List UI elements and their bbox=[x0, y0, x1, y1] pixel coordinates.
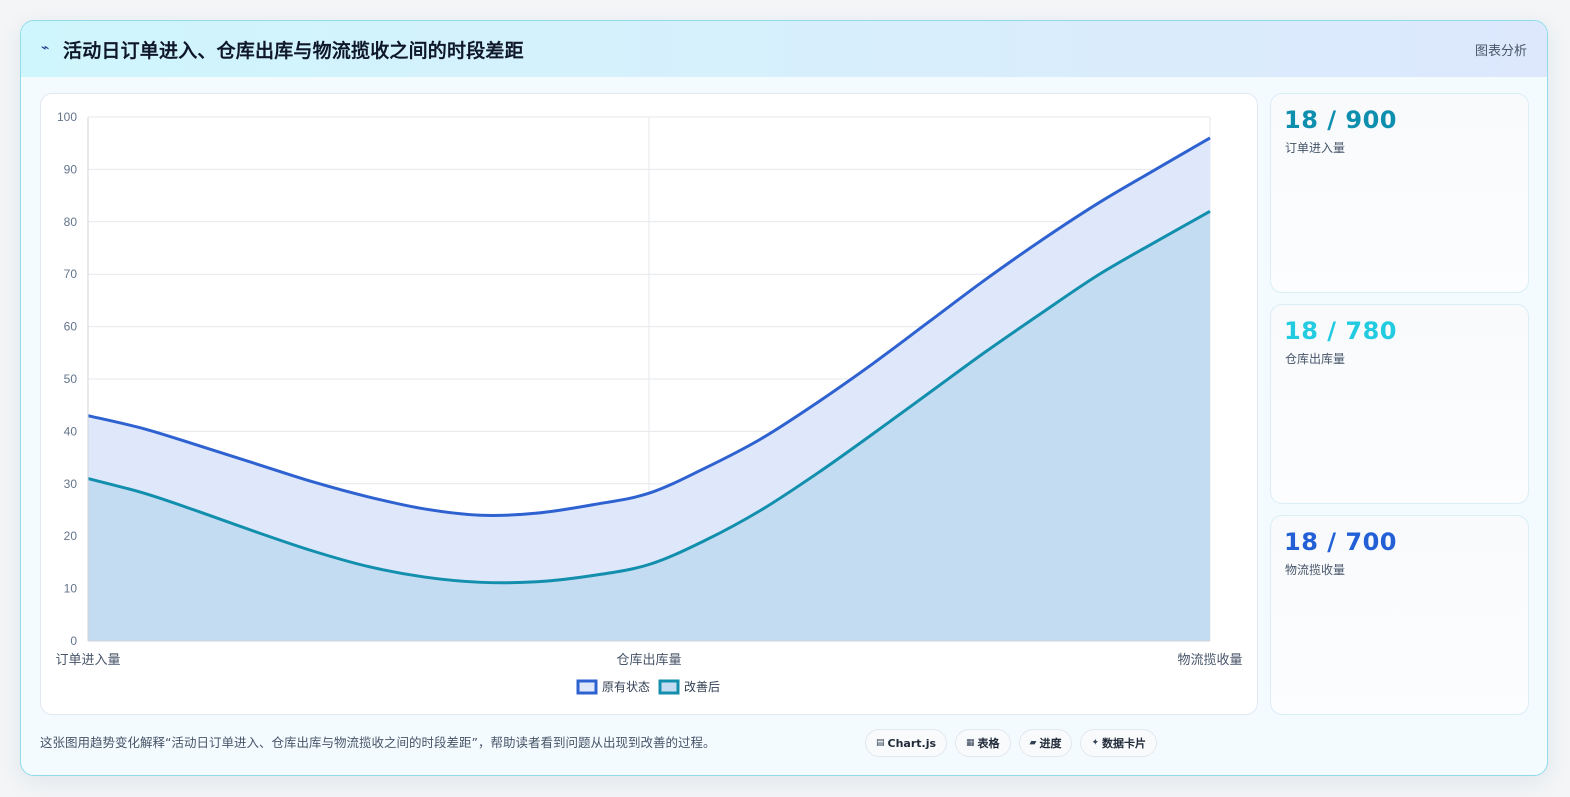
progress-icon: ▰ bbox=[1029, 738, 1037, 748]
panel-header: ⌁ 活动日订单进入、仓库出库与物流揽收之间的时段差距 图表分析 bbox=[21, 21, 1547, 77]
y-tick-label: 70 bbox=[64, 267, 78, 281]
chart-icon: ▤ bbox=[876, 738, 885, 748]
legend-label: 改善后 bbox=[684, 679, 720, 694]
chart-analysis-link[interactable]: 图表分析 bbox=[1474, 44, 1527, 59]
y-tick-label: 100 bbox=[57, 110, 77, 124]
chip-label: 数据卡片 bbox=[1102, 737, 1147, 750]
series-line-1 bbox=[87, 210, 1211, 585]
y-tick-label: 10 bbox=[64, 582, 78, 596]
stat-label: 仓库出库量 bbox=[1285, 352, 1346, 366]
chart-card: 0 10 20 30 40 50 60 70 80 90 100 订单进入量 仓库出库量 物流揽收量原有状… bbox=[40, 93, 1258, 715]
chip-chartjs[interactable]: ▤ Chart.js bbox=[865, 729, 948, 757]
chip-table[interactable]: ▦ 表格 bbox=[955, 729, 1011, 757]
y-tick-label: 20 bbox=[64, 529, 78, 543]
chip-progress[interactable]: ▰ 进度 bbox=[1018, 729, 1073, 757]
y-tick-label: 90 bbox=[64, 162, 78, 176]
series-line-0 bbox=[87, 136, 1211, 517]
lightning-icon: ⌁ bbox=[41, 40, 50, 56]
legend-swatch bbox=[576, 679, 598, 695]
stat-card-logistics: 18 / 700 物流揽收量 bbox=[1270, 515, 1529, 715]
y-tick-label: 50 bbox=[64, 372, 78, 386]
legend-swatch bbox=[658, 679, 680, 695]
chip-label: Chart.js bbox=[887, 736, 937, 750]
y-tick-label: 0 bbox=[70, 634, 77, 648]
y-tick-label: 60 bbox=[64, 320, 78, 334]
x-tick-label: 仓库出库量 bbox=[616, 652, 681, 667]
stat-value: 18 / 700 bbox=[1284, 528, 1397, 556]
y-tick-label: 30 bbox=[64, 477, 78, 491]
stat-label: 订单进入量 bbox=[1285, 141, 1346, 155]
stat-card-warehouse: 18 / 780 仓库出库量 bbox=[1270, 304, 1529, 504]
chip-data-cards[interactable]: ✦ 数据卡片 bbox=[1080, 729, 1158, 757]
stat-card-orders: 18 / 900 订单进入量 bbox=[1270, 93, 1529, 293]
chart-panel: ⌁ 活动日订单进入、仓库出库与物流揽收之间的时段差距 图表分析 0 10 20 30 4… bbox=[20, 20, 1548, 776]
y-tick-label: 80 bbox=[64, 215, 78, 229]
area-chart: 0 10 20 30 40 50 60 70 80 90 100 订单进入量 仓库出库量 物流揽收量原有状… bbox=[55, 110, 1243, 695]
stat-value: 18 / 780 bbox=[1284, 317, 1397, 345]
stat-label: 物流揽收量 bbox=[1285, 563, 1346, 577]
sparkle-icon: ✦ bbox=[1091, 738, 1100, 748]
table-icon: ▦ bbox=[966, 738, 975, 748]
chip-label: 进度 bbox=[1039, 737, 1062, 750]
chip-row: ▤ Chart.js ▦ 表格 ▰ 进度 ✦ 数据卡片 bbox=[865, 729, 1158, 757]
series-area-1 bbox=[88, 211, 1210, 641]
chip-label: 表格 bbox=[977, 737, 1000, 750]
page-title: 活动日订单进入、仓库出库与物流揽收之间的时段差距 bbox=[63, 40, 524, 62]
x-tick-label: 订单进入量 bbox=[55, 652, 120, 667]
chart-caption: 这张图用趋势变化解释“活动日订单进入、仓库出库与物流揽收之间的时段差距”，帮助读… bbox=[40, 735, 716, 750]
legend-label: 原有状态 bbox=[602, 680, 650, 694]
stat-value: 18 / 900 bbox=[1284, 106, 1397, 134]
y-tick-label: 40 bbox=[64, 424, 78, 438]
x-tick-label: 物流揽收量 bbox=[1177, 652, 1242, 667]
